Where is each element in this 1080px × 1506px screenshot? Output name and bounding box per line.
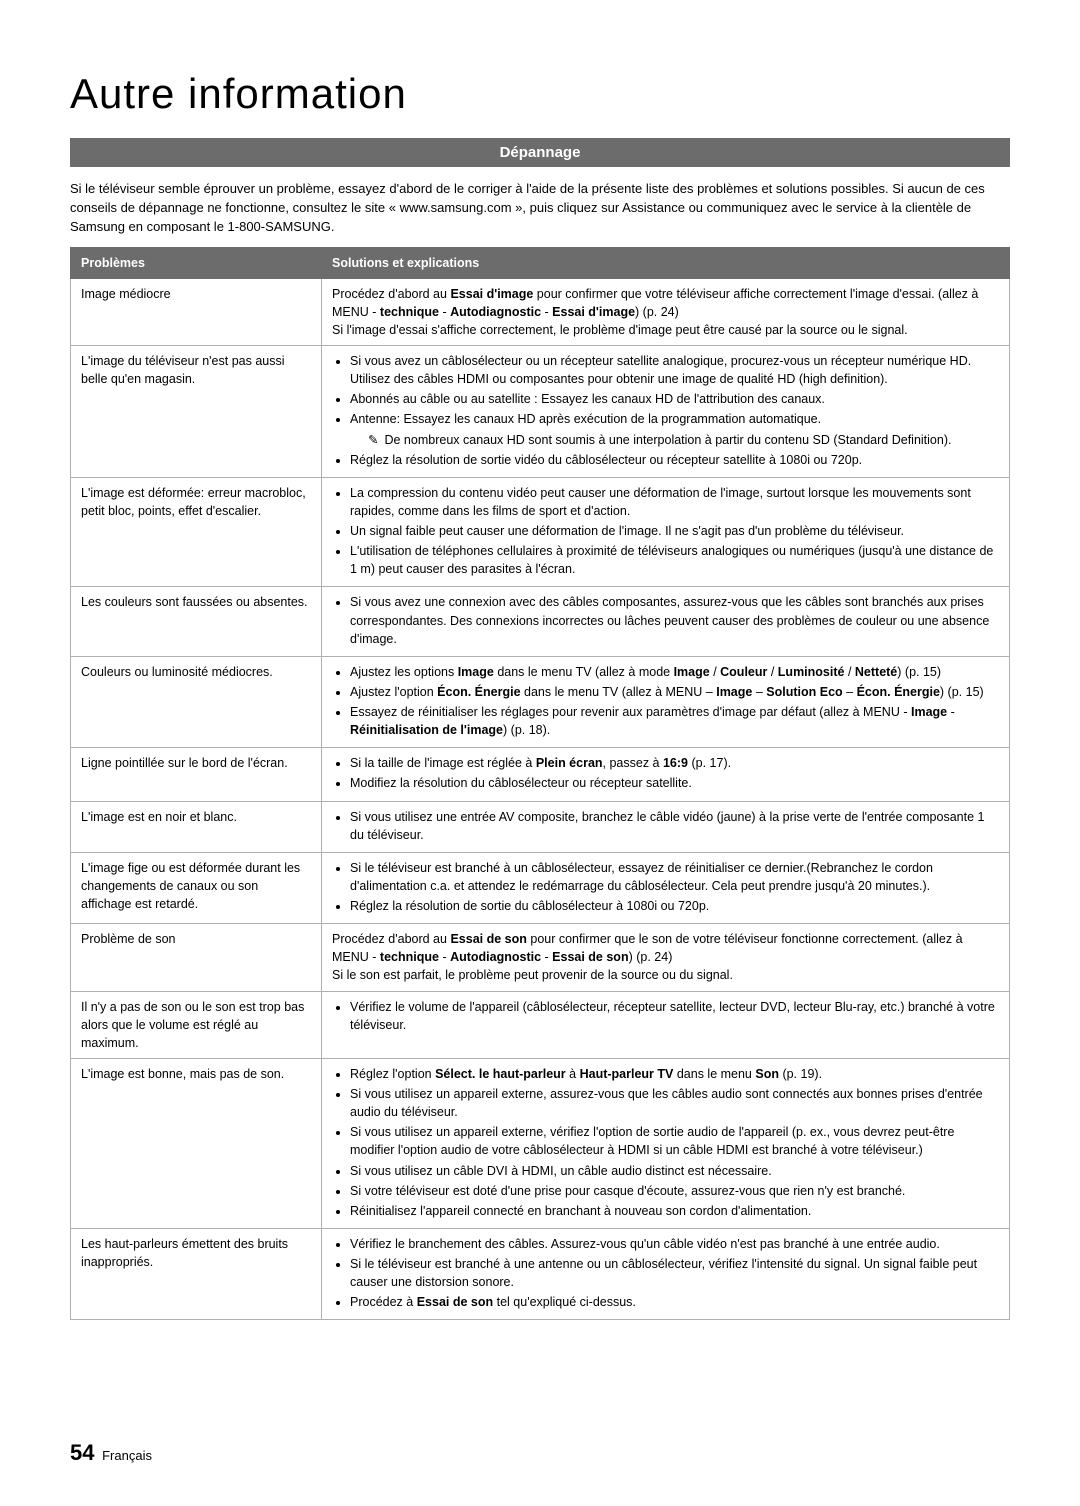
cell-solution: Si vous avez une connexion avec des câbl… — [322, 587, 1010, 656]
cell-problem: Problème de son — [71, 924, 322, 991]
table-row: L'image est bonne, mais pas de son. Régl… — [71, 1058, 1010, 1228]
table-row: Les couleurs sont faussées ou absentes. … — [71, 587, 1010, 656]
document-page: Autre information Dépannage Si le télévi… — [0, 0, 1080, 1506]
table-row: Couleurs ou luminosité médiocres. Ajuste… — [71, 656, 1010, 748]
col-header-solution: Solutions et explications — [322, 247, 1010, 278]
cell-solution: Vérifiez le volume de l'appareil (câblos… — [322, 991, 1010, 1058]
cell-solution: Si vous avez un câblosélecteur ou un réc… — [322, 346, 1010, 478]
troubleshooting-table: Problèmes Solutions et explications Imag… — [70, 247, 1010, 1321]
table-row: L'image du téléviseur n'est pas aussi be… — [71, 346, 1010, 478]
page-title: Autre information — [70, 70, 1010, 118]
cell-solution: Procédez d'abord au Essai de son pour co… — [322, 924, 1010, 991]
intro-paragraph: Si le téléviseur semble éprouver un prob… — [70, 180, 1010, 237]
cell-problem: L'image est déformée: erreur macrobloc, … — [71, 477, 322, 587]
cell-solution: Si vous utilisez une entrée AV composite… — [322, 801, 1010, 852]
table-header-row: Problèmes Solutions et explications — [71, 247, 1010, 278]
table-row: Image médiocre Procédez d'abord au Essai… — [71, 278, 1010, 345]
cell-solution: Ajustez les options Image dans le menu T… — [322, 656, 1010, 748]
cell-solution: Réglez l'option Sélect. le haut-parleur … — [322, 1058, 1010, 1228]
cell-problem: L'image du téléviseur n'est pas aussi be… — [71, 346, 322, 478]
cell-solution: Si le téléviseur est branché à un câblos… — [322, 852, 1010, 923]
cell-solution: Vérifiez le branchement des câbles. Assu… — [322, 1228, 1010, 1320]
cell-solution: Si la taille de l'image est réglée à Ple… — [322, 748, 1010, 801]
cell-problem: L'image est bonne, mais pas de son. — [71, 1058, 322, 1228]
col-header-problem: Problèmes — [71, 247, 322, 278]
page-number: 54 — [70, 1440, 94, 1465]
cell-problem: Les couleurs sont faussées ou absentes. — [71, 587, 322, 656]
table-row: L'image fige ou est déformée durant les … — [71, 852, 1010, 923]
cell-problem: Les haut-parleurs émettent des bruits in… — [71, 1228, 322, 1320]
page-footer: 54 Français — [70, 1440, 1010, 1466]
table-row: Il n'y a pas de son ou le son est trop b… — [71, 991, 1010, 1058]
table-row: Les haut-parleurs émettent des bruits in… — [71, 1228, 1010, 1320]
cell-problem: Image médiocre — [71, 278, 322, 345]
cell-problem: L'image est en noir et blanc. — [71, 801, 322, 852]
table-row: L'image est en noir et blanc. Si vous ut… — [71, 801, 1010, 852]
cell-problem: Ligne pointillée sur le bord de l'écran. — [71, 748, 322, 801]
cell-solution: La compression du contenu vidéo peut cau… — [322, 477, 1010, 587]
cell-problem: Il n'y a pas de son ou le son est trop b… — [71, 991, 322, 1058]
section-header-bar: Dépannage — [70, 138, 1010, 167]
page-language: Français — [102, 1448, 152, 1463]
table-row: Ligne pointillée sur le bord de l'écran.… — [71, 748, 1010, 801]
table-row: Problème de son Procédez d'abord au Essa… — [71, 924, 1010, 991]
cell-problem: L'image fige ou est déformée durant les … — [71, 852, 322, 923]
cell-solution: Procédez d'abord au Essai d'image pour c… — [322, 278, 1010, 345]
table-row: L'image est déformée: erreur macrobloc, … — [71, 477, 1010, 587]
cell-problem: Couleurs ou luminosité médiocres. — [71, 656, 322, 748]
